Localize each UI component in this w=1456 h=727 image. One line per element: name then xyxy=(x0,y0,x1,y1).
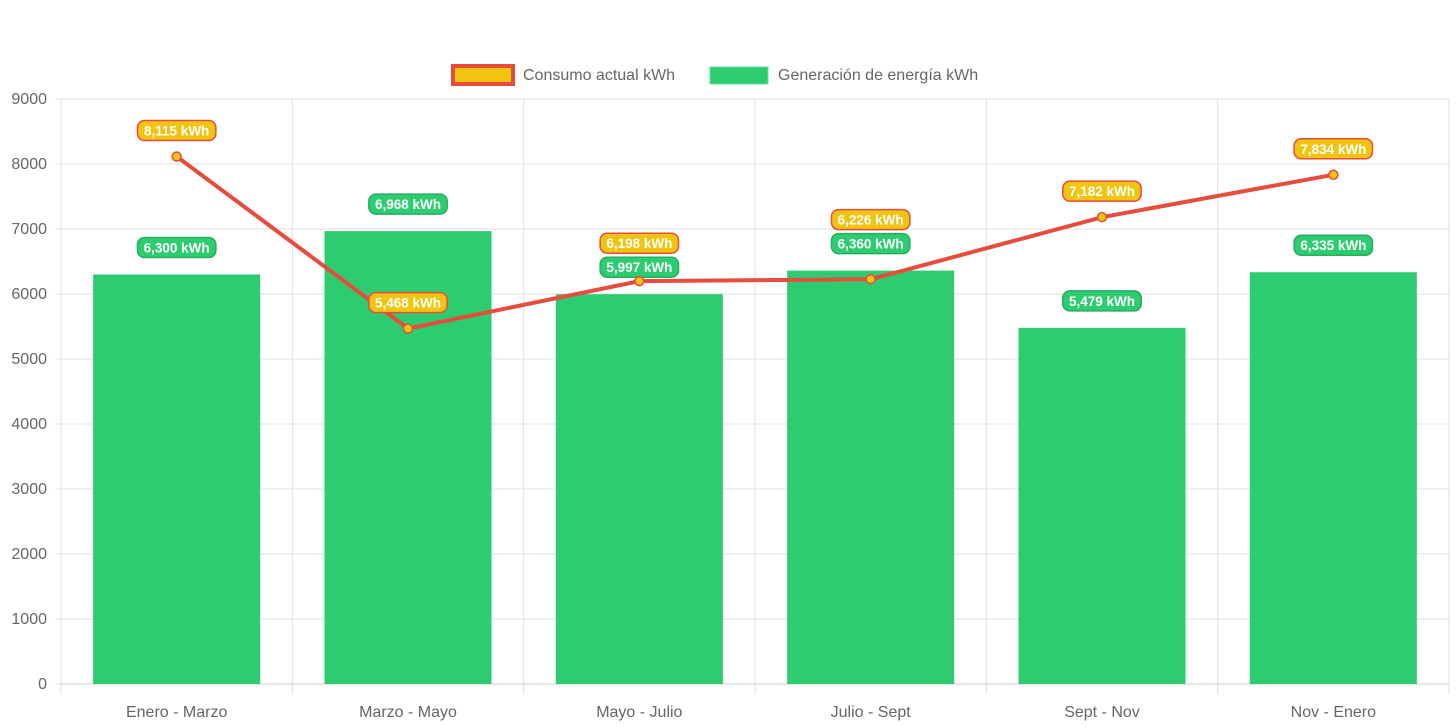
x-tick-label: Enero - Marzo xyxy=(126,704,227,721)
line-point xyxy=(171,151,182,162)
bar xyxy=(555,294,723,684)
bar-data-label: 5,479 kWh xyxy=(1069,294,1135,309)
bar-data-label: 6,360 kWh xyxy=(838,237,904,252)
x-tick-label: Nov - Enero xyxy=(1291,704,1376,721)
y-tick-label: 0 xyxy=(38,676,47,693)
line-data-label-bg xyxy=(368,291,448,314)
bar-data-label-bg xyxy=(1062,290,1142,312)
line-point xyxy=(1328,169,1339,181)
bar-data-label-bg xyxy=(1293,234,1374,256)
line-data-label: 6,226 kWh xyxy=(838,213,904,228)
line-data-label: 6,198 kWh xyxy=(606,236,672,251)
line-point xyxy=(402,323,414,334)
line-data-label: 5,468 kWh xyxy=(375,296,441,311)
legend-swatch-consumo xyxy=(451,64,515,86)
bar xyxy=(93,274,261,684)
bar-data-label-bg xyxy=(830,232,911,255)
y-tick-label: 2000 xyxy=(11,546,47,563)
y-tick-label: 1000 xyxy=(11,611,47,628)
x-tick-label: Mayo - Julio xyxy=(596,704,682,721)
legend-label-consumo: Consumo actual kWh xyxy=(523,67,675,84)
bar-data-label: 5,997 kWh xyxy=(606,260,672,275)
y-tick-label: 4000 xyxy=(11,416,47,433)
x-tick-label: Julio - Sept xyxy=(831,704,912,721)
line-data-label-bg xyxy=(830,208,911,231)
bar-data-label-bg xyxy=(136,236,217,259)
y-tick-label: 6000 xyxy=(11,286,47,303)
line-data-label: 7,182 kWh xyxy=(1069,184,1135,199)
bar xyxy=(1249,272,1417,684)
bar-data-label: 6,335 kWh xyxy=(1300,238,1366,253)
line-point xyxy=(1096,211,1108,223)
bar xyxy=(1018,327,1186,684)
line-point xyxy=(865,274,876,285)
legend-label-generacion: Generación de energía kWh xyxy=(778,67,978,84)
line-data-label-bg xyxy=(136,119,217,142)
bar-data-label-bg xyxy=(368,193,448,215)
line-data-label-bg xyxy=(1062,180,1142,202)
x-tick-label: Marzo - Mayo xyxy=(359,704,457,721)
y-tick-label: 7000 xyxy=(11,221,47,238)
x-tick-label: Sept - Nov xyxy=(1064,704,1140,721)
y-tick-label: 8000 xyxy=(11,156,47,173)
line-data-label: 7,834 kWh xyxy=(1300,142,1366,157)
bar xyxy=(787,270,955,684)
line-data-label-bg xyxy=(599,232,680,254)
y-tick-label: 5000 xyxy=(11,351,47,368)
legend-swatch-generacion xyxy=(709,66,769,85)
y-tick-label: 9000 xyxy=(11,91,47,108)
line-data-label-bg xyxy=(1293,138,1374,160)
line-point xyxy=(634,275,645,287)
bar-data-label: 6,968 kWh xyxy=(375,197,441,212)
y-tick-label: 3000 xyxy=(11,481,47,498)
line-data-label: 8,115 kWh xyxy=(144,124,209,139)
bar-data-label: 6,300 kWh xyxy=(144,241,210,256)
